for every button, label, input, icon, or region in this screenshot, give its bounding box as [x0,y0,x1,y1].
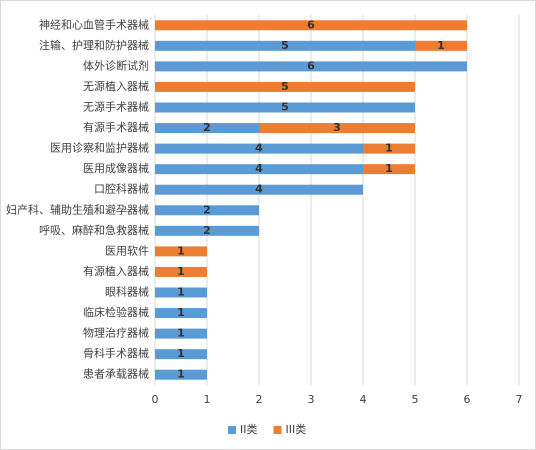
value-label: 4 [255,183,263,196]
x-tick-label: 1 [204,393,211,406]
y-tick-label: 无源手术器械 [83,100,149,114]
value-label: 5 [281,39,289,52]
bar [155,20,467,31]
y-tick-label: 口腔科器械 [94,182,149,196]
bar [155,369,207,380]
legend-label: II类 [240,422,258,436]
y-tick-label: 神经和心血管手术器械 [39,17,149,31]
bar [155,246,207,257]
bar [155,266,207,277]
value-label: 1 [177,286,185,299]
bar [155,102,415,113]
bar [155,164,363,175]
bar [155,143,363,154]
value-label: 1 [177,347,185,360]
y-tick-label: 骨科手术器械 [83,346,149,360]
value-label: 1 [177,265,185,278]
bar [155,205,259,216]
bar [155,184,363,195]
bar [259,123,415,134]
value-label: 5 [281,101,289,114]
y-tick-label: 呼吸、麻醉和急救器械 [39,223,149,237]
value-label: 6 [307,18,315,31]
x-tick-label: 0 [152,393,159,406]
y-tick-label: 患者承载器械 [83,367,149,381]
bar [155,81,415,92]
y-tick-label: 妇产科、辅助生殖和避孕器械 [6,202,149,216]
value-label: 2 [203,224,211,237]
value-label: 2 [203,121,211,134]
bar [415,40,467,51]
value-label: 1 [177,244,185,257]
value-label: 1 [177,327,185,340]
value-label: 4 [255,142,263,155]
value-label: 3 [333,121,341,134]
y-tick-label: 物理治疗器械 [83,326,149,340]
legend-swatch [273,426,282,434]
y-tick-label: 体外诊断试剂 [83,58,149,72]
value-label: 2 [203,203,211,216]
x-tick-label: 5 [412,393,419,406]
x-tick-label: 4 [360,393,367,406]
value-label: 1 [177,368,185,381]
bar [155,308,207,319]
x-tick-label: 6 [464,393,471,406]
value-label: 5 [281,80,289,93]
y-tick-label: 无源植入器械 [83,79,149,93]
y-tick-label: 医用诊察和监护器械 [50,141,149,155]
value-label: 1 [437,39,445,52]
x-tick-label: 3 [308,393,315,406]
y-tick-label: 眼科器械 [105,285,149,299]
bar [363,143,415,154]
value-label: 1 [177,306,185,319]
bar [155,40,415,51]
y-tick-label: 医用成像器械 [83,161,149,175]
bar [155,328,207,339]
y-tick-label: 注输、护理和防护器械 [39,38,149,52]
y-tick-label: 临床检验器械 [83,305,149,319]
bar [155,287,207,298]
y-tick-label: 医用软件 [105,243,149,257]
bar [363,164,415,175]
bar [155,225,259,236]
x-tick-label: 2 [256,393,263,406]
bar [155,123,259,134]
legend-label: III类 [286,422,307,436]
value-label: 4 [255,162,263,175]
y-tick-label: 有源植入器械 [83,264,149,278]
bar [155,349,207,360]
legend-swatch [228,426,236,434]
y-tick-label: 有源手术器械 [83,120,149,134]
value-label: 1 [385,142,393,155]
value-label: 1 [385,162,393,175]
x-tick-label: 7 [516,393,523,406]
value-label: 6 [307,59,315,72]
bar [155,61,467,72]
